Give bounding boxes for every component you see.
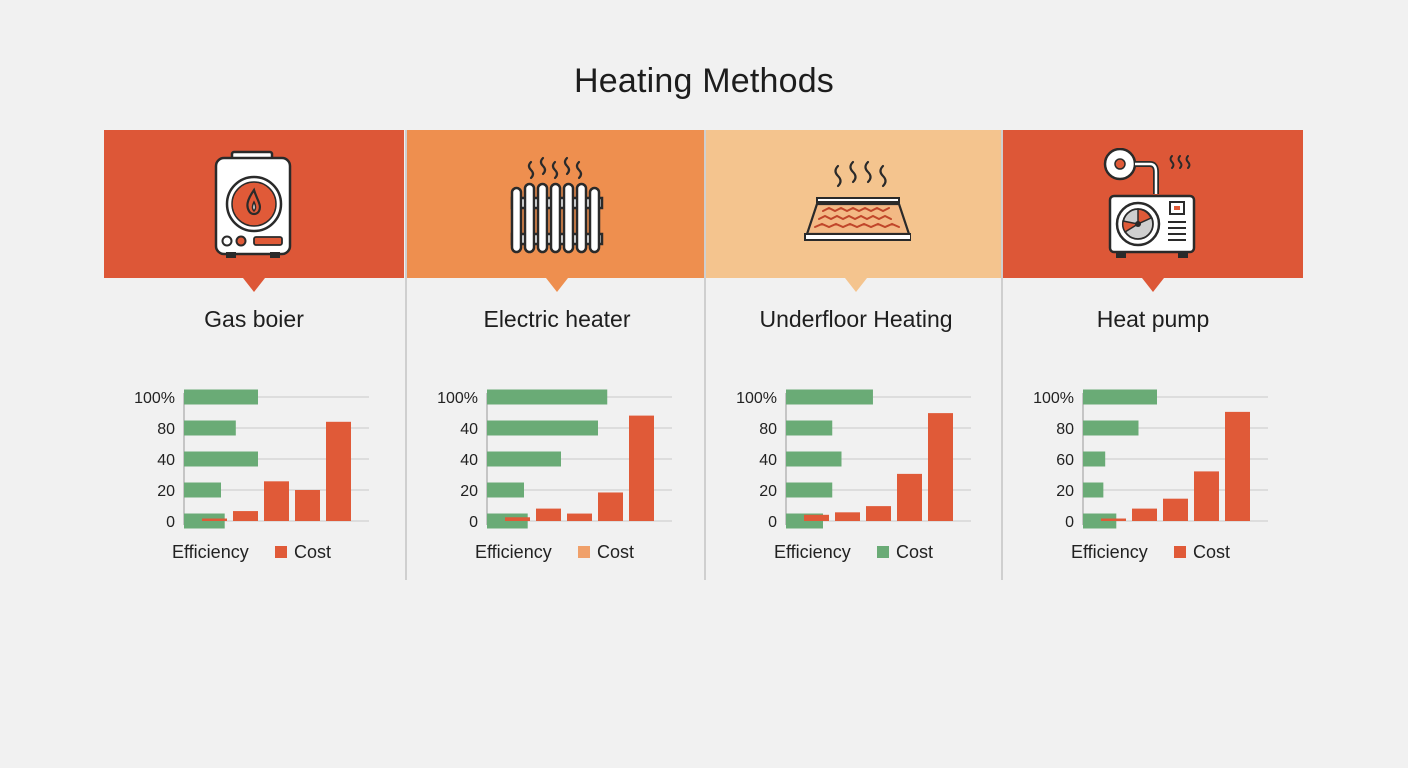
panel-divider — [405, 130, 407, 580]
method-name: Underfloor Heating — [759, 306, 953, 332]
efficiency-bar — [1083, 389, 1157, 405]
method-panel-heat-pump: Heat pump 100% 80 60 20 0 Efficiency Cost — [1003, 130, 1303, 580]
banner-pointer — [546, 278, 568, 292]
y-tick-label: 100% — [134, 390, 175, 407]
legend-efficiency-label: Efficiency — [475, 542, 552, 562]
method-panel-underfloor-heating: Underfloor Heating 100% 80 40 20 0 Efficiency… — [706, 130, 1006, 580]
radiator-icon — [502, 148, 612, 262]
y-tick-label: 0 — [469, 514, 478, 531]
legend-cost-label: Cost — [294, 542, 331, 562]
y-tick-label: 20 — [1056, 483, 1074, 500]
gas-boiler-icon — [199, 148, 309, 262]
cost-bar — [804, 514, 829, 521]
cost-bar — [505, 517, 530, 521]
y-tick-label: 20 — [157, 483, 175, 500]
cost-bar — [897, 473, 922, 521]
efficiency-bar — [786, 420, 833, 436]
efficiency-bar — [487, 451, 561, 467]
cost-bar — [835, 512, 860, 521]
y-tick-label: 100% — [437, 390, 478, 407]
legend-cost-label: Cost — [896, 542, 933, 562]
chart-svg: 100% 80 60 20 0 Efficiency Cost — [1033, 389, 1268, 562]
y-tick-label: 0 — [1065, 514, 1074, 531]
efficiency-bar — [184, 482, 221, 498]
cost-bar — [1194, 471, 1219, 521]
cost-bar — [326, 421, 351, 521]
y-tick-label: 0 — [166, 514, 175, 531]
cost-bar — [295, 490, 320, 521]
y-tick-label: 20 — [460, 483, 478, 500]
panel-divider — [1001, 130, 1003, 580]
y-tick-label: 60 — [1056, 452, 1074, 469]
efficiency-bar — [184, 420, 236, 436]
y-tick-label: 80 — [1056, 421, 1074, 438]
cost-bar — [1132, 508, 1157, 521]
efficiency-bar — [487, 420, 598, 436]
method-panel-gas-boiler: Gas boier 100% 80 40 20 0 Efficiency Cost — [104, 130, 404, 580]
y-tick-label: 80 — [157, 421, 175, 438]
efficiency-cost-chart: 100% 80 40 20 0 Efficiency Cost — [104, 380, 404, 580]
page-title: Heating Methods — [573, 62, 835, 100]
cost-bar — [1101, 518, 1126, 521]
legend-cost-swatch — [877, 546, 889, 558]
method-panel-electric-heater: Electric heater 100% 40 40 20 0 Efficiency Cos… — [407, 130, 707, 580]
y-tick-label: 20 — [759, 483, 777, 500]
cost-bar — [233, 511, 258, 521]
y-tick-label: 40 — [460, 421, 478, 438]
y-tick-label: 100% — [736, 390, 777, 407]
cost-bar — [202, 518, 227, 521]
methods-panels: Gas boier 100% 80 40 20 0 Efficiency Cost — [104, 130, 1304, 580]
efficiency-bar — [786, 451, 842, 467]
chart-svg: 100% 80 40 20 0 Efficiency Cost — [134, 389, 369, 562]
cost-bar — [567, 513, 592, 521]
cost-bar — [629, 415, 654, 521]
efficiency-bar — [184, 389, 258, 405]
legend-efficiency-label: Efficiency — [172, 542, 249, 562]
legend-cost-swatch — [275, 546, 287, 558]
efficiency-bar — [786, 482, 833, 498]
cost-bar — [1163, 498, 1188, 521]
chart-svg: 100% 80 40 20 0 Efficiency Cost — [736, 389, 971, 562]
cost-bar — [536, 508, 561, 521]
efficiency-bar — [1083, 451, 1106, 467]
heat-pump-icon — [1098, 147, 1208, 262]
legend-efficiency-label: Efficiency — [774, 542, 851, 562]
legend-cost-swatch — [578, 546, 590, 558]
banner-pointer — [1142, 278, 1164, 292]
y-tick-label: 40 — [759, 452, 777, 469]
efficiency-bar — [487, 389, 608, 405]
cost-bar — [1225, 411, 1250, 521]
efficiency-cost-chart: 100% 40 40 20 0 Efficiency Cost — [407, 380, 707, 580]
underfloor-heating-icon — [801, 148, 912, 262]
efficiency-cost-chart: 100% 80 60 20 0 Efficiency Cost — [1003, 380, 1303, 580]
method-name: Gas boier — [204, 306, 304, 332]
y-tick-label: 80 — [759, 421, 777, 438]
cost-bar — [928, 413, 953, 521]
efficiency-bar — [1083, 513, 1117, 529]
legend-cost-swatch — [1174, 546, 1186, 558]
cost-bar — [264, 481, 289, 521]
legend-cost-label: Cost — [1193, 542, 1230, 562]
cost-bar — [866, 506, 891, 521]
y-tick-label: 40 — [460, 452, 478, 469]
banner-pointer — [243, 278, 265, 292]
efficiency-bar — [184, 451, 258, 467]
method-name: Electric heater — [483, 306, 631, 332]
banner-pointer — [845, 278, 867, 292]
efficiency-cost-chart: 100% 80 40 20 0 Efficiency Cost — [706, 380, 1006, 580]
cost-bar — [598, 492, 623, 521]
y-tick-label: 0 — [768, 514, 777, 531]
efficiency-bar — [1083, 420, 1139, 436]
panel-divider — [704, 130, 706, 580]
y-tick-label: 40 — [157, 452, 175, 469]
legend-cost-label: Cost — [597, 542, 634, 562]
efficiency-bar — [786, 389, 873, 405]
efficiency-bar — [487, 482, 524, 498]
y-tick-label: 100% — [1033, 390, 1074, 407]
method-name: Heat pump — [1096, 306, 1210, 332]
legend-efficiency-label: Efficiency — [1071, 542, 1148, 562]
chart-svg: 100% 40 40 20 0 Efficiency Cost — [437, 389, 672, 562]
efficiency-bar — [1083, 482, 1104, 498]
